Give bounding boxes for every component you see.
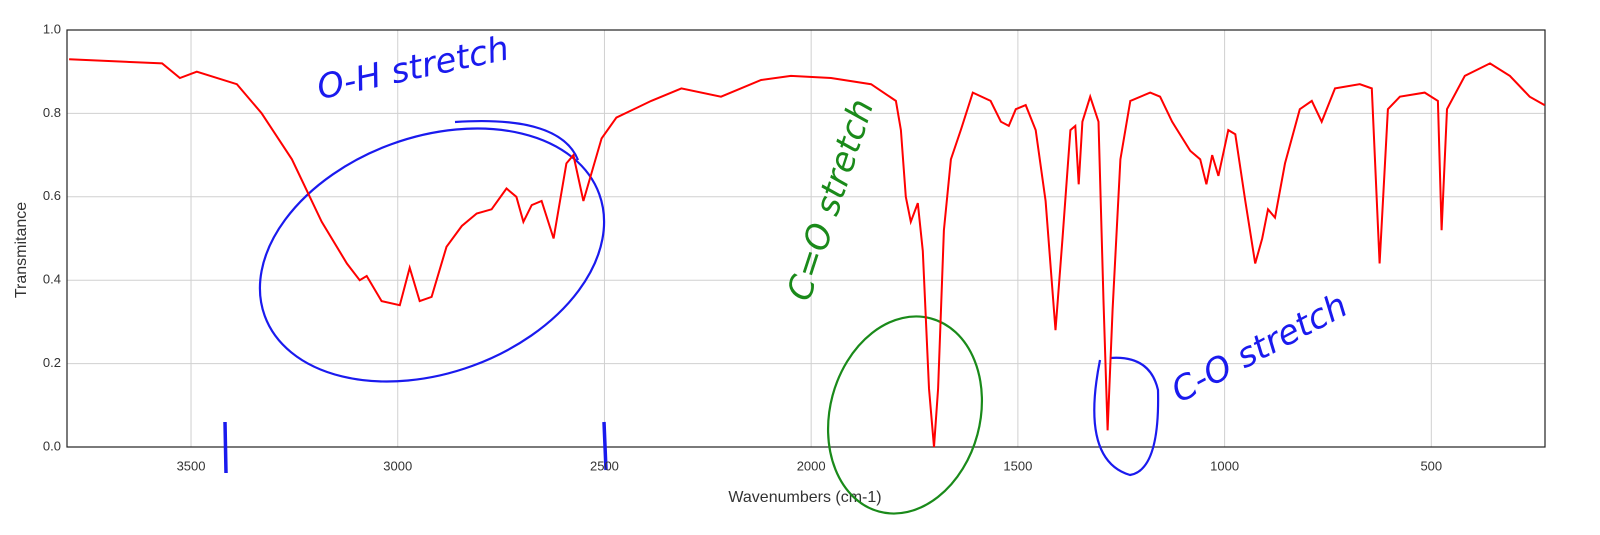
co-double-circle xyxy=(826,315,984,515)
x-tick-label: 2500 xyxy=(590,458,619,473)
x-tick-label: 2000 xyxy=(797,458,826,473)
x-tick-label: 500 xyxy=(1420,458,1442,473)
x-tick-label: 1500 xyxy=(1003,458,1032,473)
annotation: C=O stretch xyxy=(780,94,883,305)
plot-frame xyxy=(66,29,1546,448)
y-tick-label: 0.0 xyxy=(43,438,61,453)
hand-drawings xyxy=(223,119,1160,515)
spectrum-line xyxy=(69,58,1546,448)
hand-ticks xyxy=(223,421,608,474)
y-tick-label: 0.6 xyxy=(43,188,61,203)
co-single-circle xyxy=(1093,356,1160,477)
x-tick-label: 1000 xyxy=(1210,458,1239,473)
annotation: O-H stretch xyxy=(314,28,513,108)
y-axis-label: Transmitance xyxy=(13,202,30,298)
oh-stroke xyxy=(454,119,580,161)
y-tick-label: 0.4 xyxy=(43,272,61,287)
annotation: C-O stretch xyxy=(1165,285,1354,411)
y-tick-label: 1.0 xyxy=(43,21,61,36)
x-tick-label: 3000 xyxy=(383,458,412,473)
x-axis-label: Wavenumbers (cm-1) xyxy=(728,489,881,506)
y-tick-label: 0.8 xyxy=(43,105,61,120)
y-tick-label: 0.2 xyxy=(43,355,61,370)
x-tick-label: 3500 xyxy=(177,458,206,473)
oh-circle xyxy=(258,127,606,383)
